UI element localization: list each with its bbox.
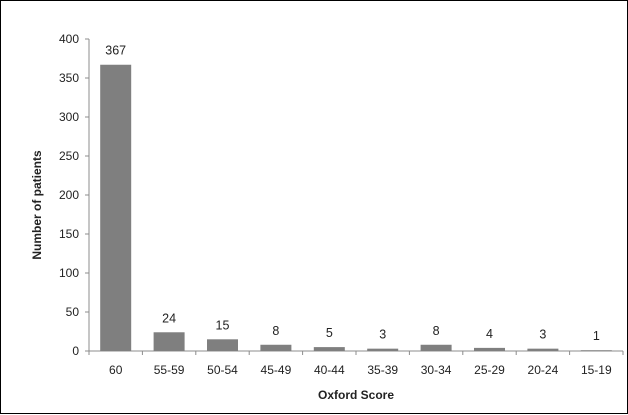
y-tick-label: 100 (59, 266, 79, 280)
x-tick-label: 30-34 (421, 363, 452, 377)
bar (580, 350, 612, 352)
bar (260, 344, 292, 351)
data-label: 1 (593, 329, 600, 343)
x-tick-label: 15-19 (581, 363, 612, 377)
data-label: 15 (216, 318, 230, 332)
bar (100, 64, 132, 352)
x-tick-label: 45-49 (261, 363, 292, 377)
y-tick-label: 400 (59, 32, 79, 46)
data-label: 5 (326, 326, 333, 340)
bar (153, 332, 185, 351)
data-labels: 367 24 15 8 5 3 8 4 3 1 (105, 44, 600, 343)
x-tick-label: 50-54 (207, 363, 238, 377)
y-tick-label: 150 (59, 227, 79, 241)
data-label: 8 (272, 324, 279, 338)
y-tick-label: 50 (66, 305, 80, 319)
x-axis: 60 55-59 50-54 45-49 40-44 35-39 30-34 25-29 20-… (88, 350, 624, 377)
bar (207, 339, 238, 351)
bars (100, 64, 612, 352)
bar (474, 347, 505, 351)
data-label: 3 (539, 328, 546, 342)
y-tick-label: 350 (59, 71, 79, 85)
x-tick-label: 35-39 (367, 363, 398, 377)
bar (367, 348, 399, 351)
y-tick-label: 0 (72, 344, 79, 358)
x-tick-label: 60 (109, 363, 123, 377)
bar (420, 344, 452, 351)
y-axis: 0 50 100 150 200 250 300 350 400 (59, 32, 90, 358)
y-tick-label: 200 (59, 188, 79, 202)
data-label: 3 (379, 328, 386, 342)
x-tick-label: 55-59 (154, 363, 185, 377)
x-tick-label: 20-24 (528, 363, 559, 377)
bar (527, 348, 559, 351)
bar (313, 347, 345, 351)
data-label: 8 (433, 324, 440, 338)
data-label: 4 (486, 327, 493, 341)
x-tick-label: 25-29 (474, 363, 505, 377)
y-tick-label: 300 (59, 110, 79, 124)
y-tick-label: 250 (59, 149, 79, 163)
data-label: 367 (105, 44, 126, 58)
x-axis-title: Oxford Score (318, 388, 394, 402)
x-tick-label: 40-44 (314, 363, 345, 377)
y-axis-title: Number of patients (30, 150, 44, 260)
data-label: 24 (162, 311, 176, 325)
